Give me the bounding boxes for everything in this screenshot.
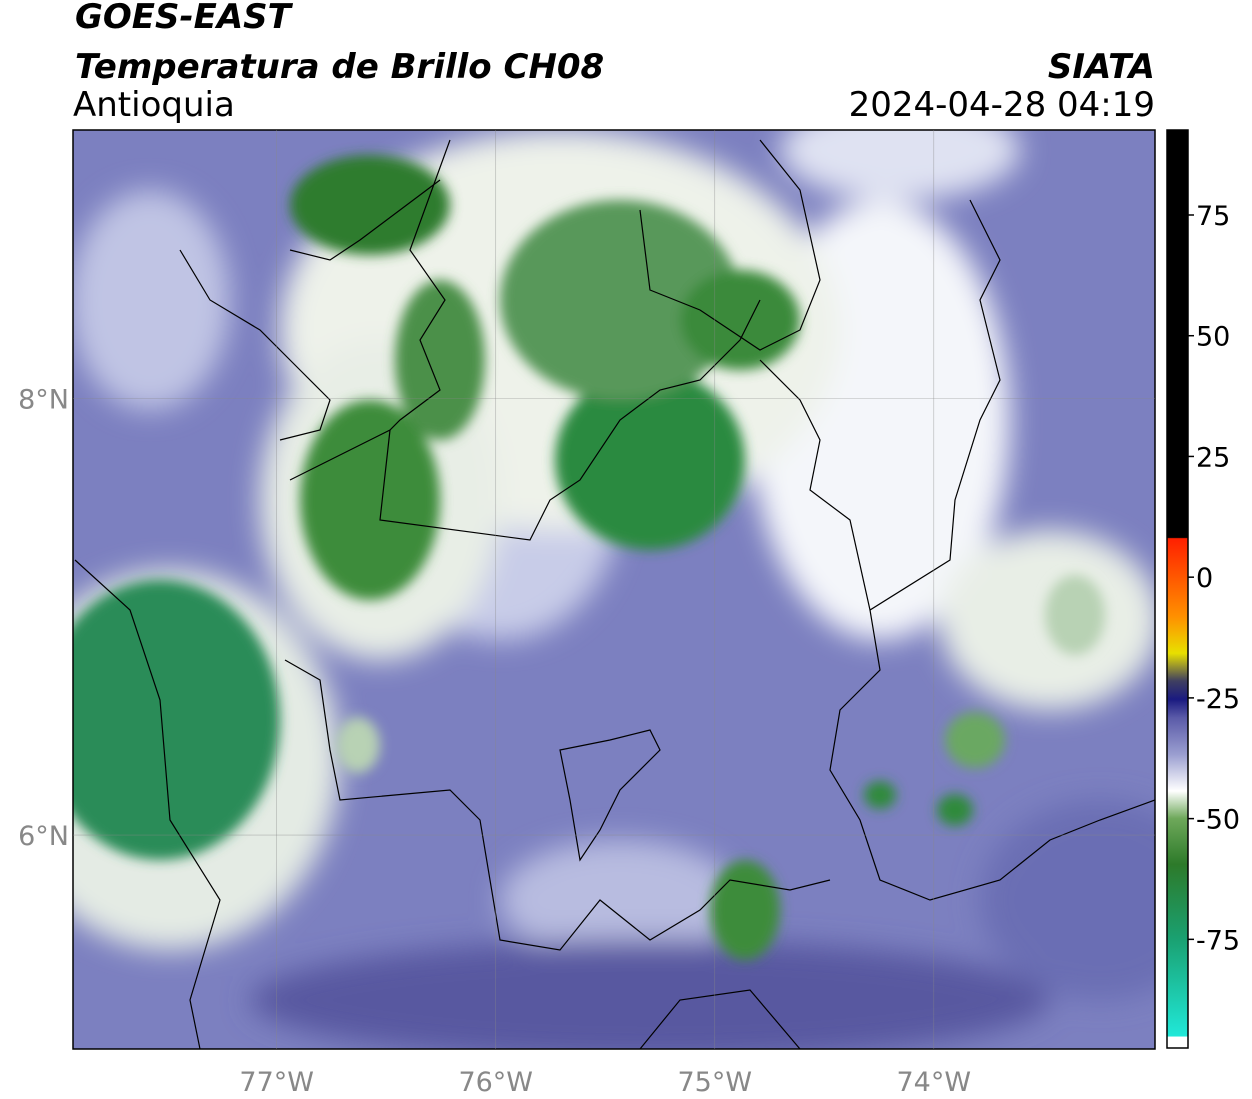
lon-tick-label: 77°W	[239, 1067, 314, 1098]
lon-tick-label: 76°W	[458, 1067, 533, 1098]
colorbar-tick-label: -25	[1196, 684, 1240, 715]
lon-tick-label: 75°W	[677, 1067, 752, 1098]
colorbar-tick-label: 75	[1196, 201, 1230, 232]
colorbar-tick-label: -75	[1196, 925, 1240, 956]
map-frame	[72, 129, 1156, 1050]
lat-tick-label: 6°N	[18, 821, 69, 852]
colorbar-tick-label: -50	[1196, 805, 1240, 836]
source-label: SIATA	[1048, 47, 1155, 87]
lon-tick-label: 74°W	[897, 1067, 972, 1098]
colorbar	[1166, 129, 1189, 1049]
region-label: Antioquia	[73, 85, 235, 125]
cold-cloud-tops	[73, 155, 1105, 960]
satellite-title: GOES-EAST	[75, 0, 294, 37]
lat-tick-label: 8°N	[18, 384, 69, 415]
product-title: Temperatura de Brillo CH08	[75, 47, 604, 87]
colorbar-tick-label: 50	[1196, 322, 1230, 353]
map-image	[73, 130, 1155, 1049]
datetime-label: 2024-04-28 04:19	[849, 85, 1155, 125]
colorbar-tick-label: 25	[1196, 442, 1230, 473]
colorbar-tick-label: 0	[1196, 563, 1213, 594]
